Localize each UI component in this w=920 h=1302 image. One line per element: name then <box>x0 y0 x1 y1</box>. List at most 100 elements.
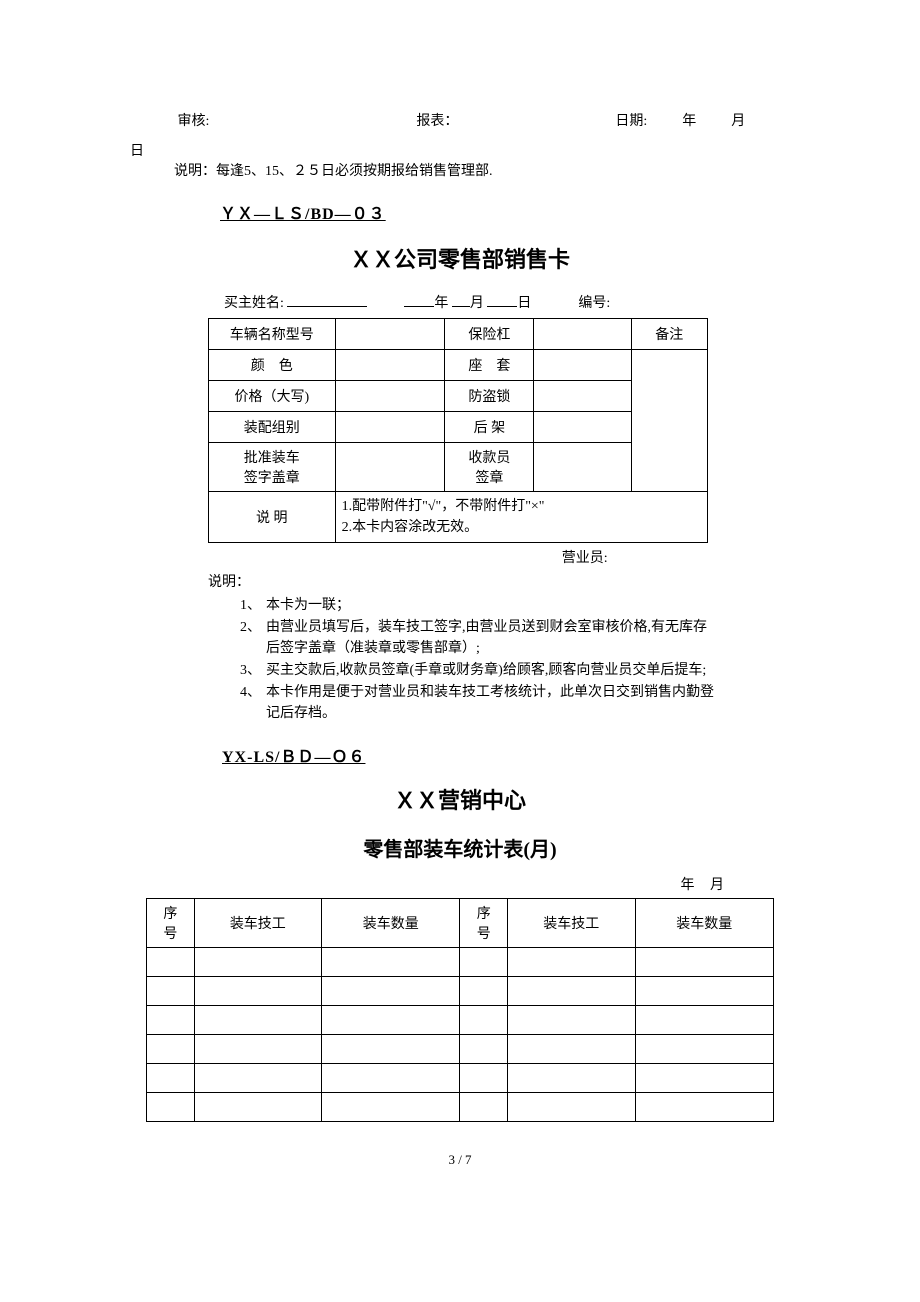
table-cell <box>508 1093 635 1122</box>
table-cell <box>147 1035 195 1064</box>
row-mid-value <box>534 412 631 443</box>
h-tech-1: 装车技工 <box>194 899 321 948</box>
table-row <box>147 1064 774 1093</box>
day-label-2: 日 <box>517 296 531 311</box>
table-cell <box>460 1006 508 1035</box>
buyer-line: 买主姓名: 年 月 日 编号: <box>224 292 790 312</box>
table-cell <box>194 1035 321 1064</box>
year-label: 年 <box>682 110 696 130</box>
note-label-cell: 说 明 <box>209 492 336 543</box>
report-label: 报表： <box>416 110 458 130</box>
row-left-value <box>335 381 445 412</box>
year-label-2: 年 <box>434 296 448 311</box>
year-label-3: 年 <box>681 878 701 893</box>
explain-head: 说明： <box>208 571 790 591</box>
remark-header: 备注 <box>631 319 707 350</box>
explain-item-num: 3、 <box>240 660 266 682</box>
table-cell <box>508 948 635 977</box>
explain-item: 4、本卡作用是便于对营业员和装车技工考核统计，此单次日交到销售内勤登记后存档。 <box>240 682 718 725</box>
row-mid-label: 座 套 <box>445 350 534 381</box>
h-seq-2: 序号 <box>460 899 508 948</box>
row-mid-value <box>534 350 631 381</box>
page-number: 3 / 7 <box>130 1152 790 1168</box>
explain-item-num: 1、 <box>240 595 266 617</box>
table-cell <box>635 948 774 977</box>
table-cell <box>322 1064 460 1093</box>
serial-label: 编号: <box>578 296 610 311</box>
explain-item-num: 4、 <box>240 682 266 725</box>
explain-item-text: 本卡为一联； <box>266 595 718 617</box>
row-mid-label: 收款员签章 <box>445 443 534 492</box>
table-cell <box>147 1006 195 1035</box>
table-cell <box>147 948 195 977</box>
assembly-table: 序号 装车技工 装车数量 序号 装车技工 装车数量 <box>146 898 774 1122</box>
explain-item-num: 2、 <box>240 617 266 660</box>
buyer-label: 买主姓名: <box>224 296 284 311</box>
table-cell <box>508 1064 635 1093</box>
explain-item-text: 由营业员填写后，装车技工签字,由营业员送到财会室审核价格,有无库存后签字盖章（准… <box>266 617 718 660</box>
table-cell <box>322 977 460 1006</box>
section2-subtitle: 零售部装车统计表(月) <box>130 833 790 862</box>
row-left-label: 颜 色 <box>209 350 336 381</box>
date-label: 日期: <box>615 110 647 130</box>
form-code-2: YX-LS/ＢＤ—Ｏ６ <box>222 743 790 767</box>
table-row <box>147 1006 774 1035</box>
table-cell <box>635 1093 774 1122</box>
table-cell <box>322 948 460 977</box>
operator-line: 营业员: <box>208 547 708 567</box>
table-cell <box>194 1064 321 1093</box>
h-tech-2: 装车技工 <box>508 899 635 948</box>
table-cell <box>322 1006 460 1035</box>
table-cell <box>460 977 508 1006</box>
h-qty-2: 装车数量 <box>635 899 774 948</box>
month-label: 月 <box>731 110 745 130</box>
table-cell <box>635 1064 774 1093</box>
table-cell <box>635 1006 774 1035</box>
table-cell <box>508 1035 635 1064</box>
h-qty-1: 装车数量 <box>322 899 460 948</box>
row-left-value <box>335 412 445 443</box>
row-mid-label: 保险杠 <box>445 319 534 350</box>
section1-title: ＸＸ公司零售部销售卡 <box>130 242 790 274</box>
table-cell <box>460 1093 508 1122</box>
table-cell <box>147 977 195 1006</box>
table-cell <box>147 1093 195 1122</box>
remark-body <box>631 350 707 492</box>
explain-list: 1、本卡为一联；2、由营业员填写后，装车技工签字,由营业员送到财会室审核价格,有… <box>240 595 718 725</box>
row-mid-label: 防盗锁 <box>445 381 534 412</box>
month-label-3: 月 <box>710 878 730 893</box>
explain-item: 2、由营业员填写后，装车技工签字,由营业员送到财会室审核价格,有无库存后签字盖章… <box>240 617 718 660</box>
table-cell <box>194 977 321 1006</box>
table-cell <box>508 1006 635 1035</box>
main-note: 说明：每逢5、15、２５日必须按期报给销售管理部. <box>130 160 790 180</box>
table-row <box>147 948 774 977</box>
explain-item: 1、本卡为一联； <box>240 595 718 617</box>
form-code-1: ＹＸ—ＬＳ/BD—０３ <box>220 200 790 224</box>
table-cell <box>635 1035 774 1064</box>
operator-label: 营业员: <box>562 551 608 566</box>
section2-title: ＸＸ营销中心 <box>130 783 790 815</box>
row-left-value <box>335 350 445 381</box>
table-row <box>147 1093 774 1122</box>
table-cell <box>460 1035 508 1064</box>
table-cell <box>322 1035 460 1064</box>
row-mid-value <box>534 443 631 492</box>
table-cell <box>460 948 508 977</box>
table-cell <box>635 977 774 1006</box>
signature-row: 审核: 报表： 日期: 年 月 <box>130 110 790 130</box>
row-left-label: 装配组别 <box>209 412 336 443</box>
date-right: 年 月 <box>130 874 730 894</box>
row-left-label: 批准装车签字盖章 <box>209 443 336 492</box>
table-cell <box>147 1064 195 1093</box>
explain-item: 3、买主交款后,收款员签章(手章或财务章)给顾客,顾客向营业员交单后提车; <box>240 660 718 682</box>
table-cell <box>194 948 321 977</box>
table-cell <box>322 1093 460 1122</box>
note-body-cell: 1.配带附件打"√"，不带附件打"×"2.本卡内容涂改无效。 <box>335 492 707 543</box>
explain-item-text: 本卡作用是便于对营业员和装车技工考核统计，此单次日交到销售内勤登记后存档。 <box>266 682 718 725</box>
row-left-value <box>335 443 445 492</box>
sales-card-table: 车辆名称型号保险杠备注颜 色座 套价格（大写)防盗锁装配组别后 架批准装车签字盖… <box>208 318 708 543</box>
table-row <box>147 977 774 1006</box>
day-label: 日 <box>130 140 790 160</box>
table-cell <box>508 977 635 1006</box>
row-left-label: 价格（大写) <box>209 381 336 412</box>
